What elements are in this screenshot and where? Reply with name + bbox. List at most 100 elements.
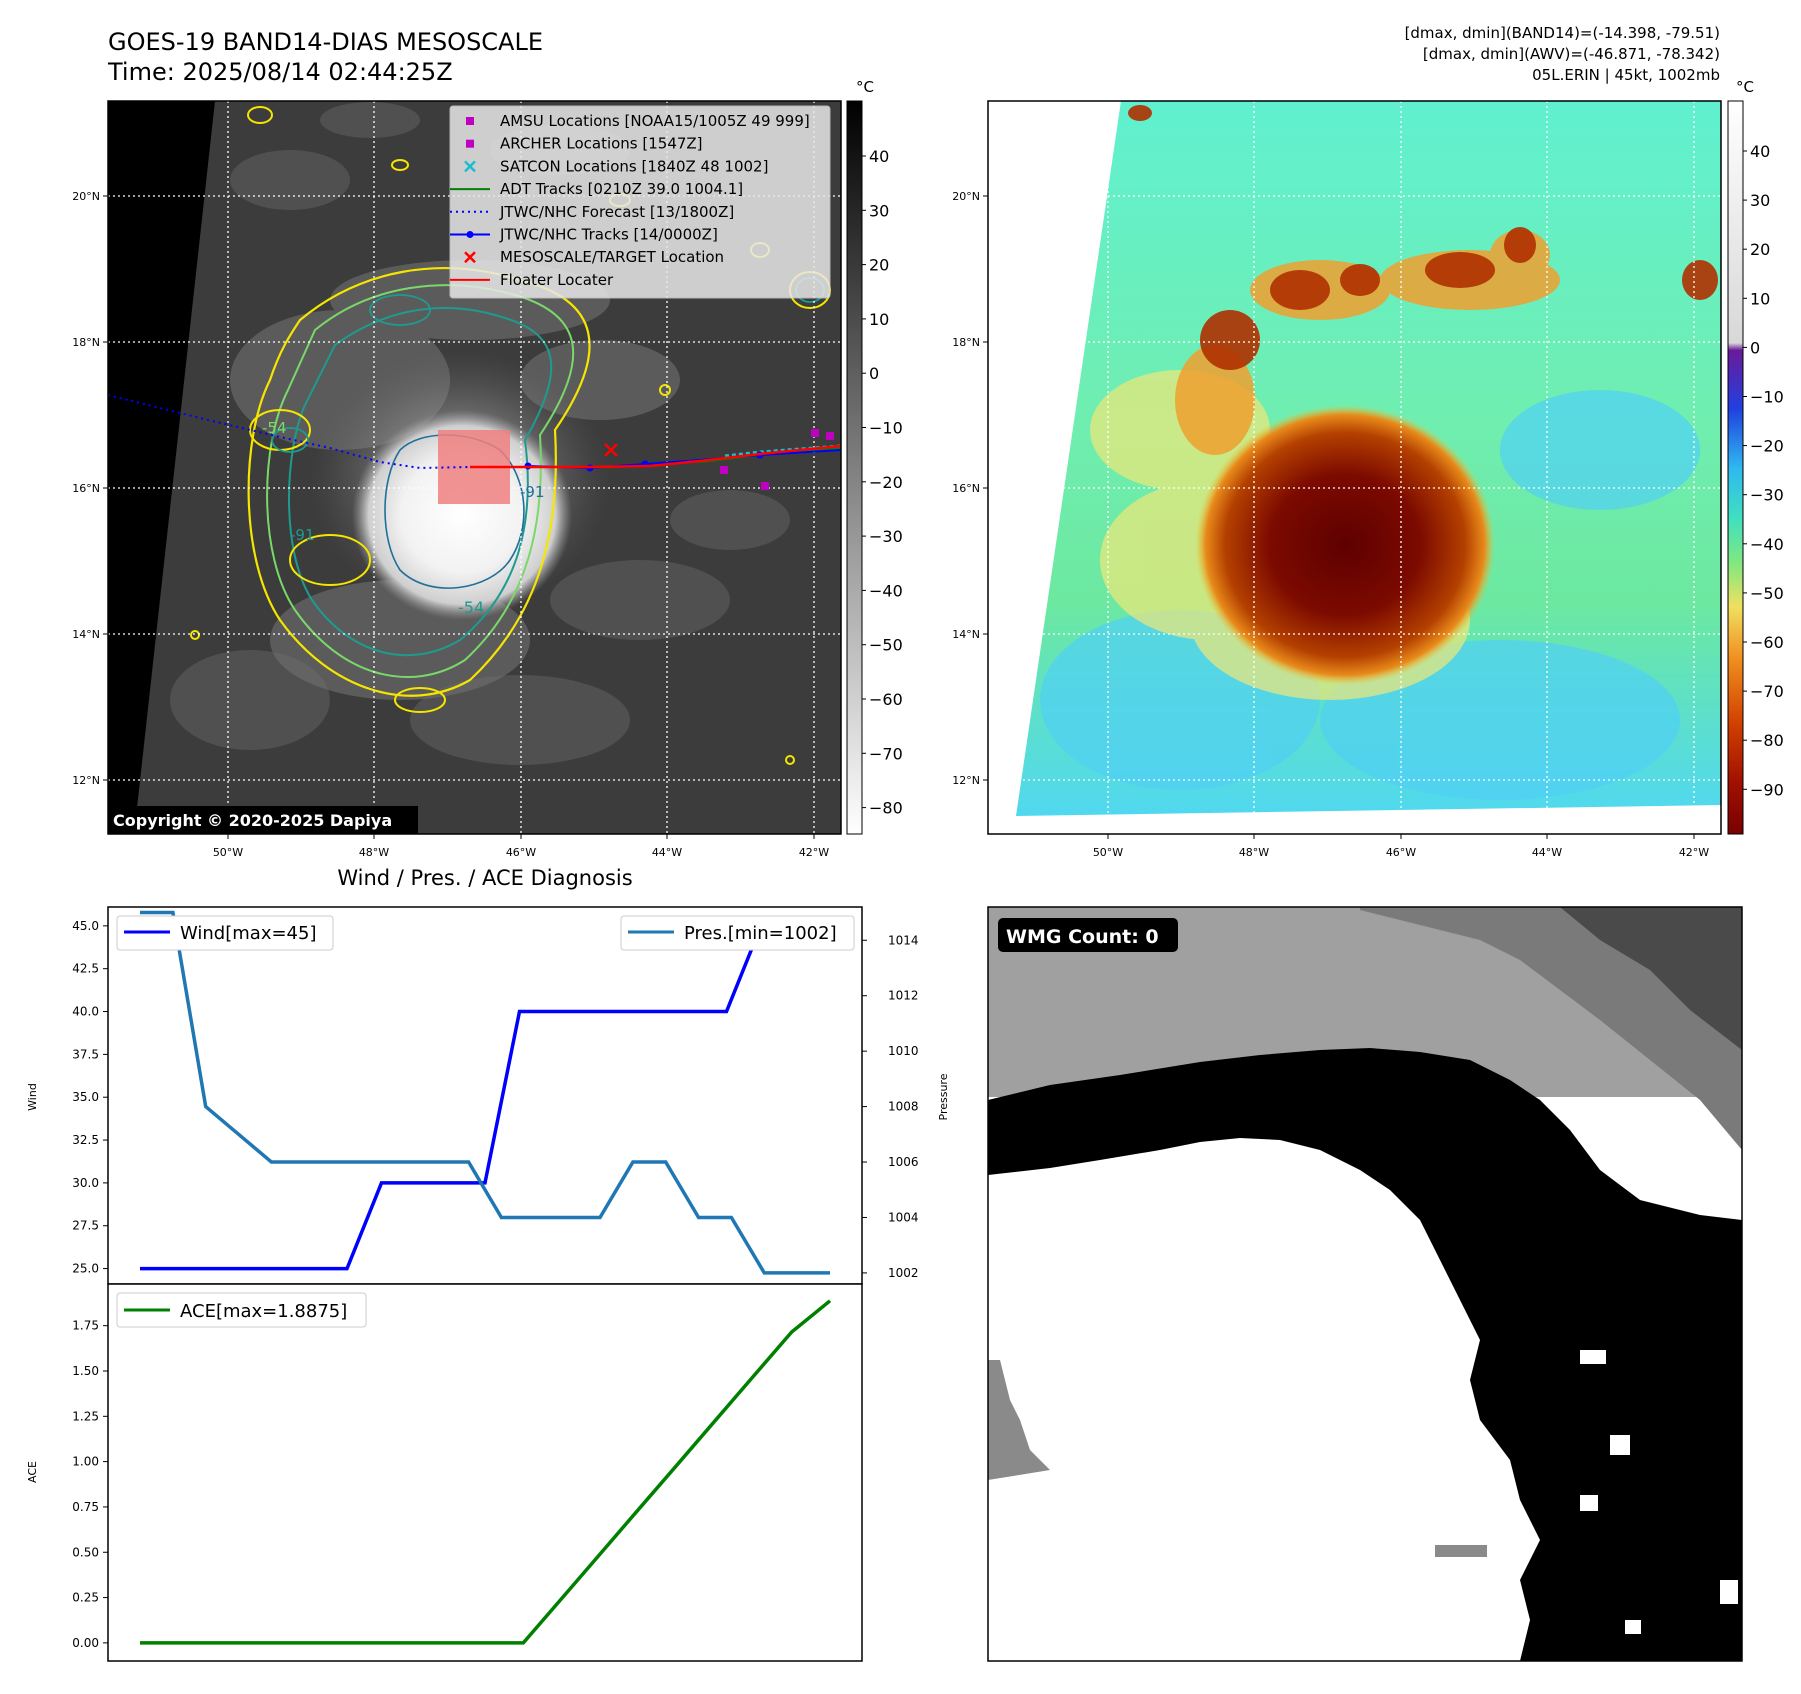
- ace-series-line: [140, 1299, 832, 1645]
- colorbar-tick: −60: [869, 690, 903, 709]
- lon-tick-label: 48°W: [359, 846, 389, 859]
- pressure-tick-label: 1012: [888, 989, 919, 1003]
- pressure-tick-label: 1002: [888, 1266, 919, 1280]
- colorbar-tick: 40: [869, 147, 889, 166]
- lat-tick-label: 20°N: [952, 190, 980, 203]
- wmg-black-band: [988, 1048, 1742, 1661]
- ace-tick-label: 0.50: [72, 1545, 99, 1559]
- colorbar-gray: °C 40 30 20 10 0 −10 −20 −30 −40 −50 −60 −70 −80: [846, 78, 903, 835]
- wmg-panel: WMG Count: 0: [987, 906, 1743, 1662]
- lat-tick-label: 14°N: [72, 628, 100, 641]
- ace-tick-label: 1.25: [72, 1409, 99, 1423]
- ace-chart: ACE 1.75 1.50 1.25 1.00 0.75 0.50 0.25 0.00 ACE…: [26, 1283, 863, 1662]
- satcon-locations: [724, 444, 841, 458]
- wind-pressure-chart: Wind Pressure 45.0 42.5 40.0 37.5 35.0 32.5 30…: [26, 906, 950, 1285]
- colorbar-tick: 0: [869, 364, 879, 383]
- floater-locater: [470, 444, 841, 469]
- legend-item: JTWC/NHC Forecast [13/1800Z]: [450, 203, 734, 221]
- legend-item: AMSU Locations [NOAA15/1005Z 49 999]: [466, 112, 810, 130]
- wind-tick-label: 42.5: [72, 962, 99, 976]
- pressure-legend-label: Pres.[min=1002]: [684, 923, 837, 944]
- lon-tick-label: 50°W: [1093, 846, 1123, 859]
- legend-label: Floater Locater: [500, 271, 614, 289]
- colorbar-tick: −10: [869, 419, 903, 438]
- pressure-legend: Pres.[min=1002]: [620, 915, 855, 951]
- colorbar-unit: °C: [856, 78, 874, 96]
- wind-axis-label: Wind: [26, 1083, 39, 1111]
- color-map-panel: 20°N 18°N 16°N 14°N 12°N 50°W 48°W 46°W 44°W 42°W: [952, 100, 1722, 859]
- wmg-count-box: [998, 918, 1178, 952]
- pressure-tick-label: 1010: [888, 1044, 919, 1058]
- figure-time: Time: 2025/08/14 02:44:25Z: [107, 58, 453, 86]
- colorbar-unit: °C: [1736, 78, 1754, 96]
- ace-tick-label: 0.00: [72, 1636, 99, 1650]
- ace-tick-label: 1.00: [72, 1455, 99, 1469]
- wind-legend: Wind[max=45]: [116, 915, 334, 951]
- contour-label: -91: [520, 483, 545, 501]
- colorbar-tick: 30: [869, 201, 889, 220]
- pressure-tick-label: 1014: [888, 933, 919, 947]
- legend-label: MESOSCALE/TARGET Location: [500, 248, 724, 266]
- ace-legend: ACE[max=1.8875]: [116, 1292, 367, 1328]
- lon-tick-label: 46°W: [506, 846, 536, 859]
- lat-tick-label: 20°N: [72, 190, 100, 203]
- colorbar-tick: −70: [1750, 682, 1784, 701]
- lat-tick-label: 12°N: [72, 774, 100, 787]
- lon-tick-label: 50°W: [213, 846, 243, 859]
- colorbar-tick: 30: [1750, 191, 1770, 210]
- colorbar-tick: −40: [869, 581, 903, 600]
- colorbar-tick: −80: [1750, 731, 1784, 750]
- colorbar-tick: −20: [869, 473, 903, 492]
- lat-tick-label: 14°N: [952, 628, 980, 641]
- figure-title: GOES-19 BAND14-DIAS MESOSCALE: [108, 28, 543, 56]
- lon-tick-label: 48°W: [1239, 846, 1269, 859]
- legend-label: ARCHER Locations [1547Z]: [500, 135, 703, 153]
- colorbar-tick: 10: [1750, 289, 1770, 308]
- contour-label: -54: [458, 598, 484, 617]
- info-line-1: [dmax, dmin](BAND14)=(-14.398, -79.51): [1405, 24, 1720, 42]
- lat-tick-label: 16°N: [952, 482, 980, 495]
- ir-map-panel: -54 -91 -91 -54: [72, 100, 842, 859]
- lon-tick-label: 44°W: [1532, 846, 1562, 859]
- colorbar-tick: −30: [869, 527, 903, 546]
- legend-label: SATCON Locations [1840Z 48 1002]: [500, 157, 768, 175]
- lat-tick-label: 18°N: [952, 336, 980, 349]
- ace-tick-label: 1.50: [72, 1364, 99, 1378]
- legend-item: SATCON Locations [1840Z 48 1002]: [464, 157, 768, 175]
- pressure-tick-label: 1006: [888, 1155, 919, 1169]
- colorbar-tick: −90: [1750, 780, 1784, 799]
- wind-tick-label: 27.5: [72, 1219, 99, 1233]
- wind-tick-label: 45.0: [72, 919, 99, 933]
- wmg-gray-patch: [988, 1360, 1050, 1480]
- legend-item: ARCHER Locations [1547Z]: [466, 135, 703, 153]
- legend-item: ADT Tracks [0210Z 39.0 1004.1]: [450, 180, 743, 198]
- wind-tick-label: 25.0: [72, 1262, 99, 1276]
- ace-legend-label: ACE[max=1.8875]: [180, 1301, 347, 1322]
- colorbar-tick: 40: [1750, 142, 1770, 161]
- legend-label: JTWC/NHC Tracks [14/0000Z]: [499, 226, 718, 244]
- colorbar-tick: −70: [869, 744, 903, 763]
- info-line-3: 05L.ERIN | 45kt, 1002mb: [1532, 66, 1720, 84]
- colorbar-tick: −10: [1750, 388, 1784, 407]
- legend-item: MESOSCALE/TARGET Location: [464, 248, 724, 266]
- ace-axis-label: ACE: [26, 1461, 39, 1483]
- contour-label: -91: [290, 526, 315, 544]
- legend-item: JTWC/NHC Tracks [14/0000Z]: [450, 226, 718, 244]
- wmg-count-label: WMG Count: 0: [1006, 926, 1159, 948]
- lat-tick-label: 18°N: [72, 336, 100, 349]
- info-line-2: [dmax, dmin](AWV)=(-46.871, -78.342): [1423, 45, 1720, 63]
- wind-tick-label: 32.5: [72, 1133, 99, 1147]
- colorbar-tick: 10: [869, 310, 889, 329]
- legend-label: AMSU Locations [NOAA15/1005Z 49 999]: [500, 112, 810, 130]
- legend-label: ADT Tracks [0210Z 39.0 1004.1]: [500, 180, 743, 198]
- lon-tick-label: 42°W: [799, 846, 829, 859]
- colorbar-tick: 0: [1750, 338, 1760, 357]
- colorbar-tick: −60: [1750, 633, 1784, 652]
- wind-tick-label: 40.0: [72, 1005, 99, 1019]
- pressure-tick-label: 1004: [888, 1210, 919, 1224]
- wmg-darkest-region: [1560, 907, 1742, 1050]
- colorbar-tick: −20: [1750, 437, 1784, 456]
- contour-label: -54: [262, 419, 287, 437]
- jtwc-forecast-track: [108, 394, 471, 470]
